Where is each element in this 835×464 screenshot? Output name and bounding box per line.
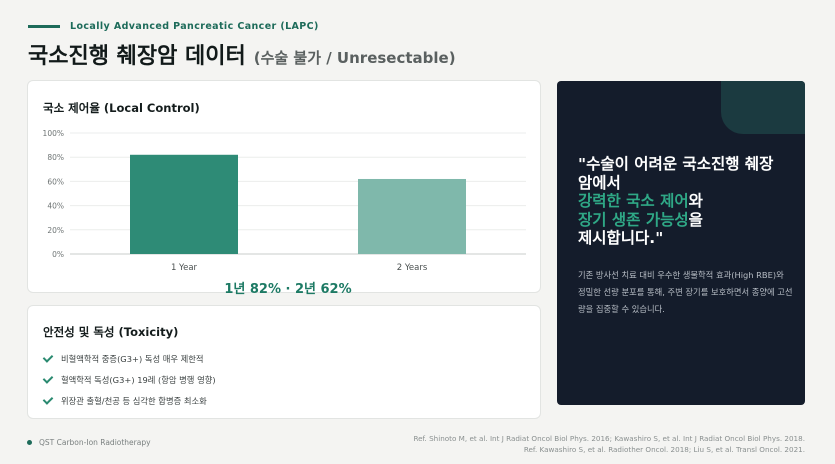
y-tick-label: 60% (47, 177, 64, 186)
footer-dot-icon (27, 440, 32, 445)
panel-accent-shape (721, 81, 805, 134)
footer-references: Ref. Shinoto M, et al. Int J Radiat Onco… (413, 433, 805, 455)
page-title-main: 국소진행 췌장암 데이터 (28, 44, 246, 69)
local-control-chart: 0% 20% 40% 60% 80% 100% 1 Year 2 Years (43, 129, 526, 273)
header-kicker: Locally Advanced Pancreatic Cancer (LAPC… (28, 21, 319, 32)
toxicity-item: 비혈액학적 중증(G3+) 독성 매우 제한적 (43, 348, 216, 369)
toxicity-item: 혈액학적 독성(G3+) 19례 (항암 병행 영향) (43, 369, 216, 390)
footer-ref-line-2: Ref. Kawashiro S, et al. Radiother Oncol… (523, 445, 805, 454)
key-message-quote: "수술이 어려운 국소진행 췌장 암에서 강력한 국소 제어와 장기 생존 가능… (578, 155, 793, 248)
toxicity-list: 비혈액학적 중증(G3+) 독성 매우 제한적 혈액학적 독성(G3+) 19례… (43, 348, 216, 411)
footer-brand-text: QST Carbon-Ion Radiotherapy (39, 438, 151, 447)
check-icon (43, 353, 54, 364)
local-control-summary-text: 1년 82% · 2년 62% (224, 282, 352, 297)
quote-line-4-post: 을 (688, 210, 703, 229)
page-title-subtitle: (수술 불가 / Unresectable) (253, 49, 456, 67)
x-category-label: 1 Year (171, 263, 198, 273)
toxicity-item-text: 위장관 출혈/천공 등 심각한 합병증 최소화 (61, 395, 207, 406)
y-tick-label: 0% (52, 250, 64, 259)
quote-line-4: 장기 생존 가능성을 (578, 211, 793, 230)
check-icon (43, 395, 54, 406)
page-title: 국소진행 췌장암 데이터 (수술 불가 / Unresectable) (28, 38, 456, 70)
quote-highlight-survival: 장기 생존 가능성 (578, 210, 689, 229)
toxicity-item-text: 혈액학적 독성(G3+) 19례 (항암 병행 영향) (61, 374, 216, 385)
footer-brand: QST Carbon-Ion Radiotherapy (27, 438, 151, 447)
toxicity-title: 안전성 및 독성 (Toxicity) (43, 325, 179, 339)
kicker-accent-line (28, 25, 60, 28)
chart-bar (130, 154, 238, 254)
y-tick-label: 40% (47, 202, 64, 211)
y-tick-label: 100% (43, 129, 64, 138)
quote-highlight-local-control: 강력한 국소 제어 (578, 192, 689, 210)
quote-line-1: "수술이 어려운 국소진행 췌장 (578, 155, 774, 173)
quote-line-2: 암에서 (578, 173, 621, 192)
quote-line-5: 제시합니다." (578, 229, 664, 247)
kicker-text: Locally Advanced Pancreatic Cancer (LAPC… (70, 21, 319, 32)
toxicity-card: 안전성 및 독성 (Toxicity) 비혈액학적 중증(G3+) 독성 매우 … (27, 305, 541, 419)
quote-line-3-post: 와 (688, 192, 703, 210)
toxicity-item-text: 비혈액학적 중증(G3+) 독성 매우 제한적 (61, 353, 204, 364)
y-tick-label: 80% (47, 153, 64, 162)
local-control-card: 국소 제어율 (Local Control) 0% 20% 40% 60% 80% 100… (27, 80, 541, 297)
quote-line-3: 강력한 국소 제어와 (578, 192, 793, 211)
y-tick-label: 20% (47, 226, 64, 235)
x-category-label: 2 Years (397, 263, 428, 273)
key-message-description: 기존 방사선 치료 대비 우수한 생물학적 효과(High RBE)와 정밀한 … (578, 270, 793, 314)
toxicity-item: 위장관 출혈/천공 등 심각한 합병증 최소화 (43, 390, 216, 411)
key-message-panel: "수술이 어려운 국소진행 췌장 암에서 강력한 국소 제어와 장기 생존 가능… (557, 81, 805, 405)
local-control-summary: 1년 82% · 2년 62% (28, 278, 542, 297)
check-icon (43, 374, 54, 385)
footer-ref-line-1: Ref. Shinoto M, et al. Int J Radiat Onco… (413, 434, 805, 443)
local-control-title: 국소 제어율 (Local Control) (43, 101, 200, 115)
chart-bar (358, 178, 466, 254)
